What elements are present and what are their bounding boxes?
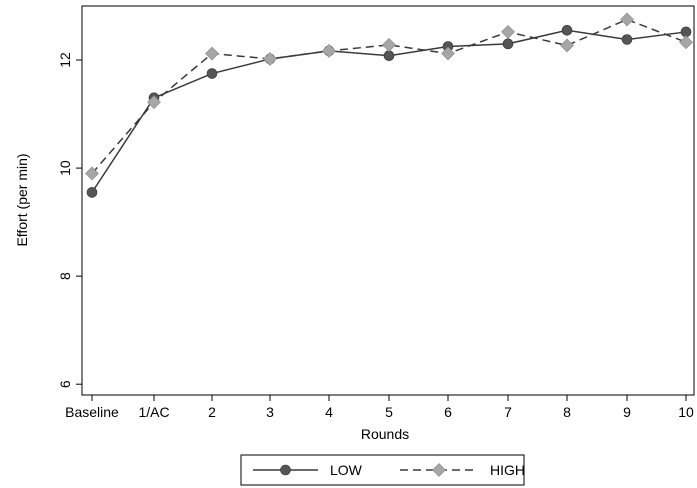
data-point-high [679,35,693,50]
x-tick-label: 2 [208,404,216,420]
data-point-high [560,38,574,53]
x-tick-label: 3 [266,404,274,420]
data-point-high [382,37,396,52]
x-axis-title: Rounds [361,426,409,442]
data-point-high [147,95,161,110]
legend: LOW HIGH [240,454,525,486]
data-point-high [322,43,336,58]
data-point-low [86,187,98,198]
x-tick-label: Baseline [65,404,119,420]
data-point-high [620,12,634,27]
x-tick-label: 1/AC [138,404,169,420]
x-tick-label: 5 [385,404,393,420]
data-point-low [561,25,573,36]
y-tick-label: 12 [57,52,73,68]
legend-marker-high [432,463,446,477]
legend-marker-low [280,464,291,476]
x-tick-label: 7 [504,404,512,420]
legend-items: LOW HIGH [253,462,525,478]
data-point-high [441,46,455,61]
data-point-high [85,166,99,181]
data-point-low [621,34,633,45]
y-tick-label: 8 [57,272,73,280]
x-tick-label: 8 [563,404,571,420]
x-tick-label: 4 [325,404,333,420]
y-axis-title: Effort (per min) [14,153,30,246]
plot-area [81,5,695,396]
x-tick-label: 6 [444,404,452,420]
x-tick-label: 9 [623,404,631,420]
data-point-low [206,68,218,79]
data-point-high [501,25,515,39]
x-tick-label: 10 [678,404,694,420]
series-layer [85,12,693,198]
y-tick-label: 10 [57,160,73,176]
data-point-high [205,46,219,61]
y-axis: 6 8 10 12 [57,52,82,388]
x-axis: Baseline 1/AC 2 3 4 5 6 7 8 9 10 [65,395,694,420]
data-point-high [263,52,277,66]
series-line-high [91,18,687,174]
data-point-low [383,50,395,62]
legend-label-high: HIGH [490,462,525,478]
data-point-low [502,38,514,50]
legend-label-low: LOW [330,462,363,478]
y-tick-label: 6 [57,380,73,388]
